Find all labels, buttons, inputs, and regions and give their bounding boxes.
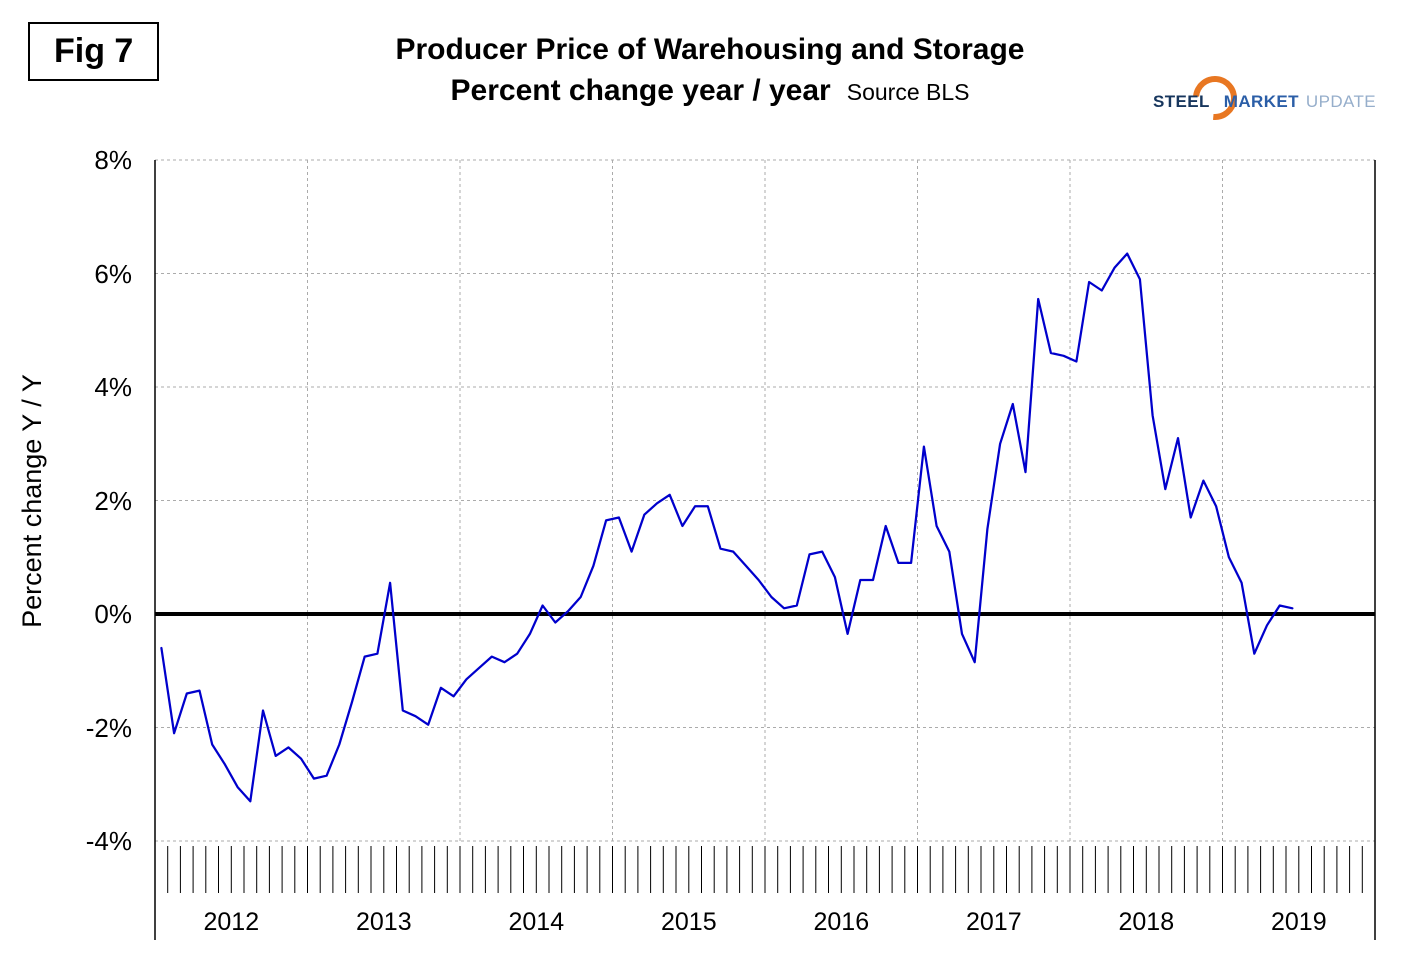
y-tick-label: 6% <box>94 258 132 289</box>
svg-text:2019: 2019 <box>1271 908 1327 936</box>
logo-update-text: UPDATE <box>1305 92 1376 111</box>
svg-text:2017: 2017 <box>966 908 1022 936</box>
chart-subtitle-row: Percent change year / year Source BLS <box>0 74 1420 108</box>
svg-text:2013: 2013 <box>356 908 412 936</box>
y-axis-tick-labels: 8% 6% 4% 2% 0% -2% -4% <box>0 145 142 945</box>
line-chart-plot: 2012 2013 2014 2015 2016 2017 2018 2019 <box>154 159 1376 940</box>
source-label: Source BLS <box>846 79 970 105</box>
y-tick-label: 8% <box>94 145 132 175</box>
chart-title: Producer Price of Warehousing and Storag… <box>395 33 1025 66</box>
smu-logo: STEEL MARKET UPDATE <box>1152 67 1376 129</box>
y-tick-label: 2% <box>94 485 132 516</box>
logo-steel-text: STEEL <box>1152 92 1210 111</box>
svg-text:2012: 2012 <box>203 908 259 936</box>
svg-text:2014: 2014 <box>508 908 564 936</box>
chart-subtitle: Percent change year / year <box>450 74 831 107</box>
svg-text:2018: 2018 <box>1118 908 1174 936</box>
figure-label: Fig 7 <box>28 22 160 81</box>
y-tick-label: -4% <box>85 826 132 856</box>
svg-text:2016: 2016 <box>813 908 869 936</box>
title-block: Producer Price of Warehousing and Storag… <box>0 33 1420 108</box>
svg-text:2015: 2015 <box>661 908 717 936</box>
y-tick-label: 4% <box>94 372 132 402</box>
y-tick-label: -2% <box>85 712 132 743</box>
logo-market-text: MARKET <box>1223 92 1299 111</box>
y-tick-label: 0% <box>94 599 132 629</box>
